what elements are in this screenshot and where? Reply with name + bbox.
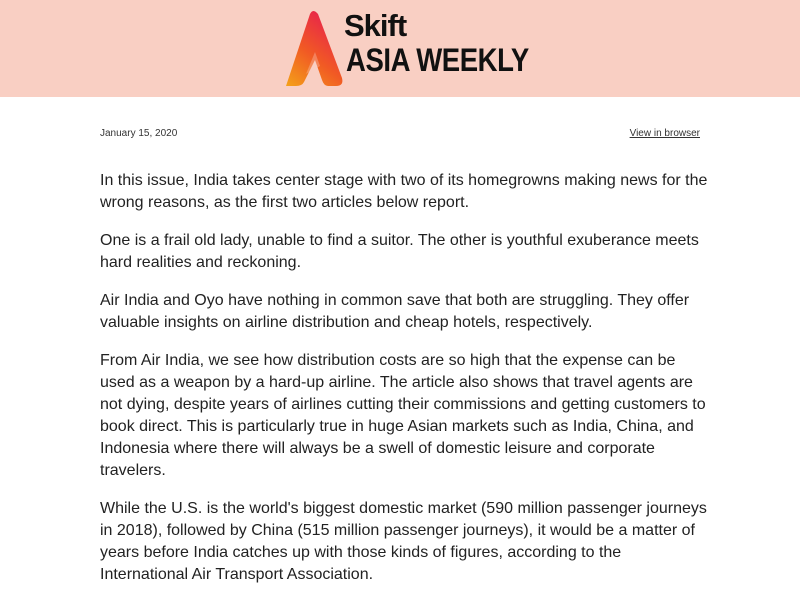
newsletter-header: Skift ASIA WEEKLY (0, 0, 800, 97)
view-in-browser-link[interactable]: View in browser (629, 128, 700, 139)
body-paragraph: While the U.S. is the world's biggest do… (100, 500, 707, 583)
meta-row: January 15, 2020 View in browser (100, 126, 700, 142)
newsletter-body: In this issue, India takes center stage … (100, 170, 710, 602)
skift-a-logo-icon (286, 11, 343, 86)
skift-asia-weekly-logo[interactable]: Skift ASIA WEEKLY (282, 8, 529, 90)
body-paragraph: Air India and Oyo have nothing in common… (100, 292, 690, 331)
logo-asia-weekly-wordmark: ASIA WEEKLY (346, 42, 529, 78)
issue-date: January 15, 2020 (100, 128, 178, 139)
logo-skift-wordmark: Skift (344, 8, 407, 43)
body-paragraph: In this issue, India takes center stage … (100, 172, 708, 211)
body-paragraph: One is a frail old lady, unable to find … (100, 232, 699, 271)
body-paragraph: From Air India, we see how distribution … (100, 352, 706, 479)
